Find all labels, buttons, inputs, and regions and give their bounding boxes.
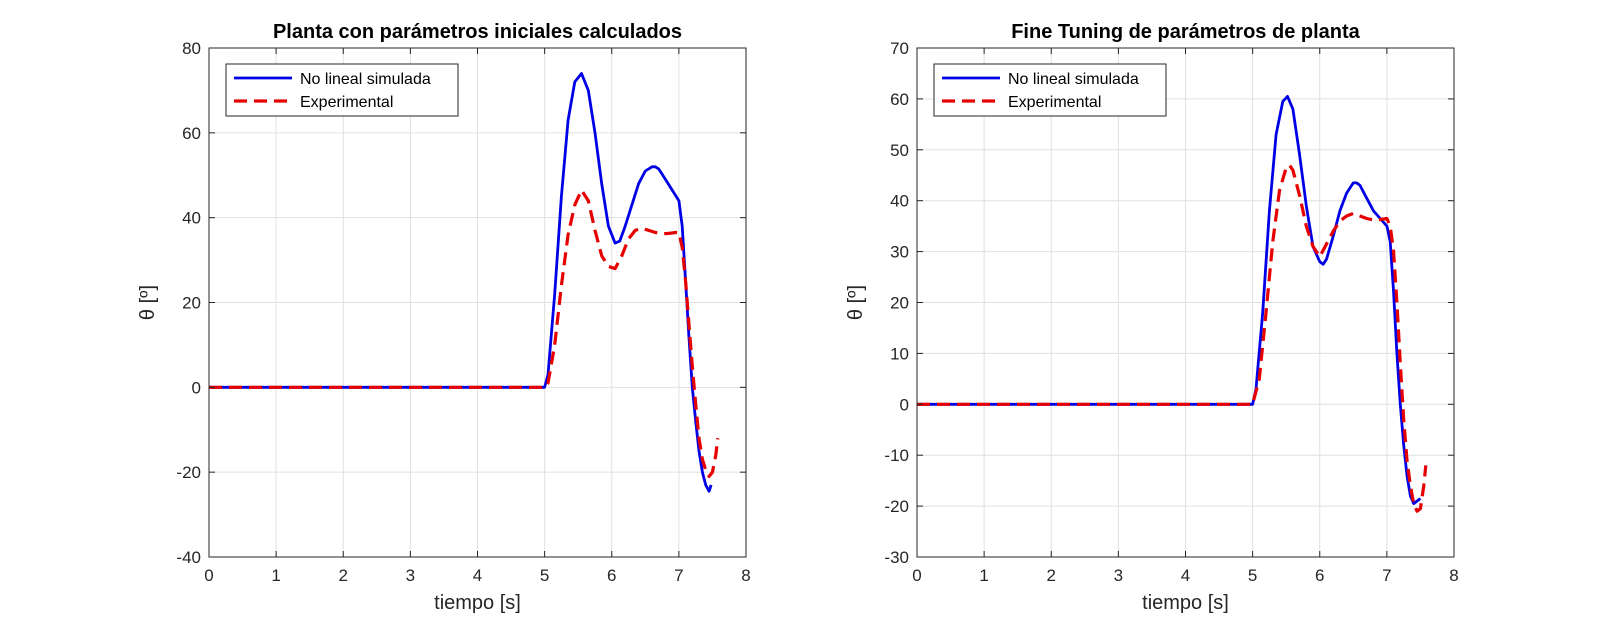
x-tick-label: 4 (1181, 566, 1190, 585)
x-tick-label: 8 (1449, 566, 1458, 585)
y-axis-label: θ [º] (137, 285, 159, 320)
series-line-experimental (209, 188, 720, 478)
x-tick-label: 3 (1114, 566, 1123, 585)
y-tick-label: -30 (884, 548, 909, 567)
y-tick-label: 0 (900, 395, 909, 414)
y-tick-label: 30 (890, 243, 909, 262)
legend: No lineal simulada Experimental (933, 63, 1167, 117)
x-tick-label: 6 (1315, 566, 1324, 585)
x-axis-label: tiempo [s] (434, 592, 521, 614)
y-tick-label: 40 (182, 209, 201, 228)
chart-panel-2: 0 1 2 3 4 5 6 7 8 -30 -20 -10 0 10 20 30 40 50 60 70 Fine Tu… (845, 21, 1459, 614)
series-line-experimental (917, 163, 1428, 513)
chart-title: Fine Tuning de parámetros de planta (1011, 21, 1360, 43)
legend: No lineal simulada Experimental (225, 63, 459, 117)
x-tick-label: 7 (674, 566, 683, 585)
y-tick-label: 20 (890, 294, 909, 313)
x-axis-label: tiempo [s] (1142, 592, 1229, 614)
x-tick-label: 8 (741, 566, 750, 585)
y-tick-label: 50 (890, 141, 909, 160)
x-tick-label: 5 (540, 566, 549, 585)
legend-label: No lineal simulada (300, 71, 431, 88)
x-tick-label: 1 (271, 566, 280, 585)
y-tick-label: -40 (176, 548, 201, 567)
legend-label: Experimental (300, 94, 393, 111)
y-axis-label: θ [º] (845, 285, 867, 320)
legend-box (225, 63, 459, 117)
x-tick-label: 0 (912, 566, 921, 585)
legend-box (933, 63, 1167, 117)
x-tick-label: 6 (607, 566, 616, 585)
y-tick-label: 70 (890, 39, 909, 58)
x-tick-label: 3 (406, 566, 415, 585)
y-tick-label: 60 (890, 90, 909, 109)
x-tick-label: 2 (339, 566, 348, 585)
chart-title: Planta con parámetros iniciales calculad… (273, 21, 682, 43)
legend-label: No lineal simulada (1008, 71, 1139, 88)
x-tick-label: 1 (979, 566, 988, 585)
y-tick-label: 80 (182, 39, 201, 58)
y-tick-label: 40 (890, 192, 909, 211)
x-tick-label: 2 (1047, 566, 1056, 585)
series-line-simulated (917, 95, 1422, 506)
series-line-simulated (209, 72, 713, 493)
y-tick-label: 20 (182, 294, 201, 313)
y-tick-label: 10 (890, 344, 909, 363)
x-tick-label: 7 (1382, 566, 1391, 585)
y-tick-label: -10 (884, 446, 909, 465)
legend-label: Experimental (1008, 94, 1101, 111)
x-tick-label: 0 (204, 566, 213, 585)
x-tick-label: 5 (1248, 566, 1257, 585)
y-tick-label: 0 (192, 378, 201, 397)
y-tick-label: -20 (884, 497, 909, 516)
y-tick-label: 60 (182, 124, 201, 143)
y-tick-label: -20 (176, 463, 201, 482)
x-tick-label: 4 (473, 566, 482, 585)
chart-panel-1: 0 1 2 3 4 5 6 7 8 -40 -20 0 20 40 60 80 Planta con parám… (137, 21, 751, 614)
